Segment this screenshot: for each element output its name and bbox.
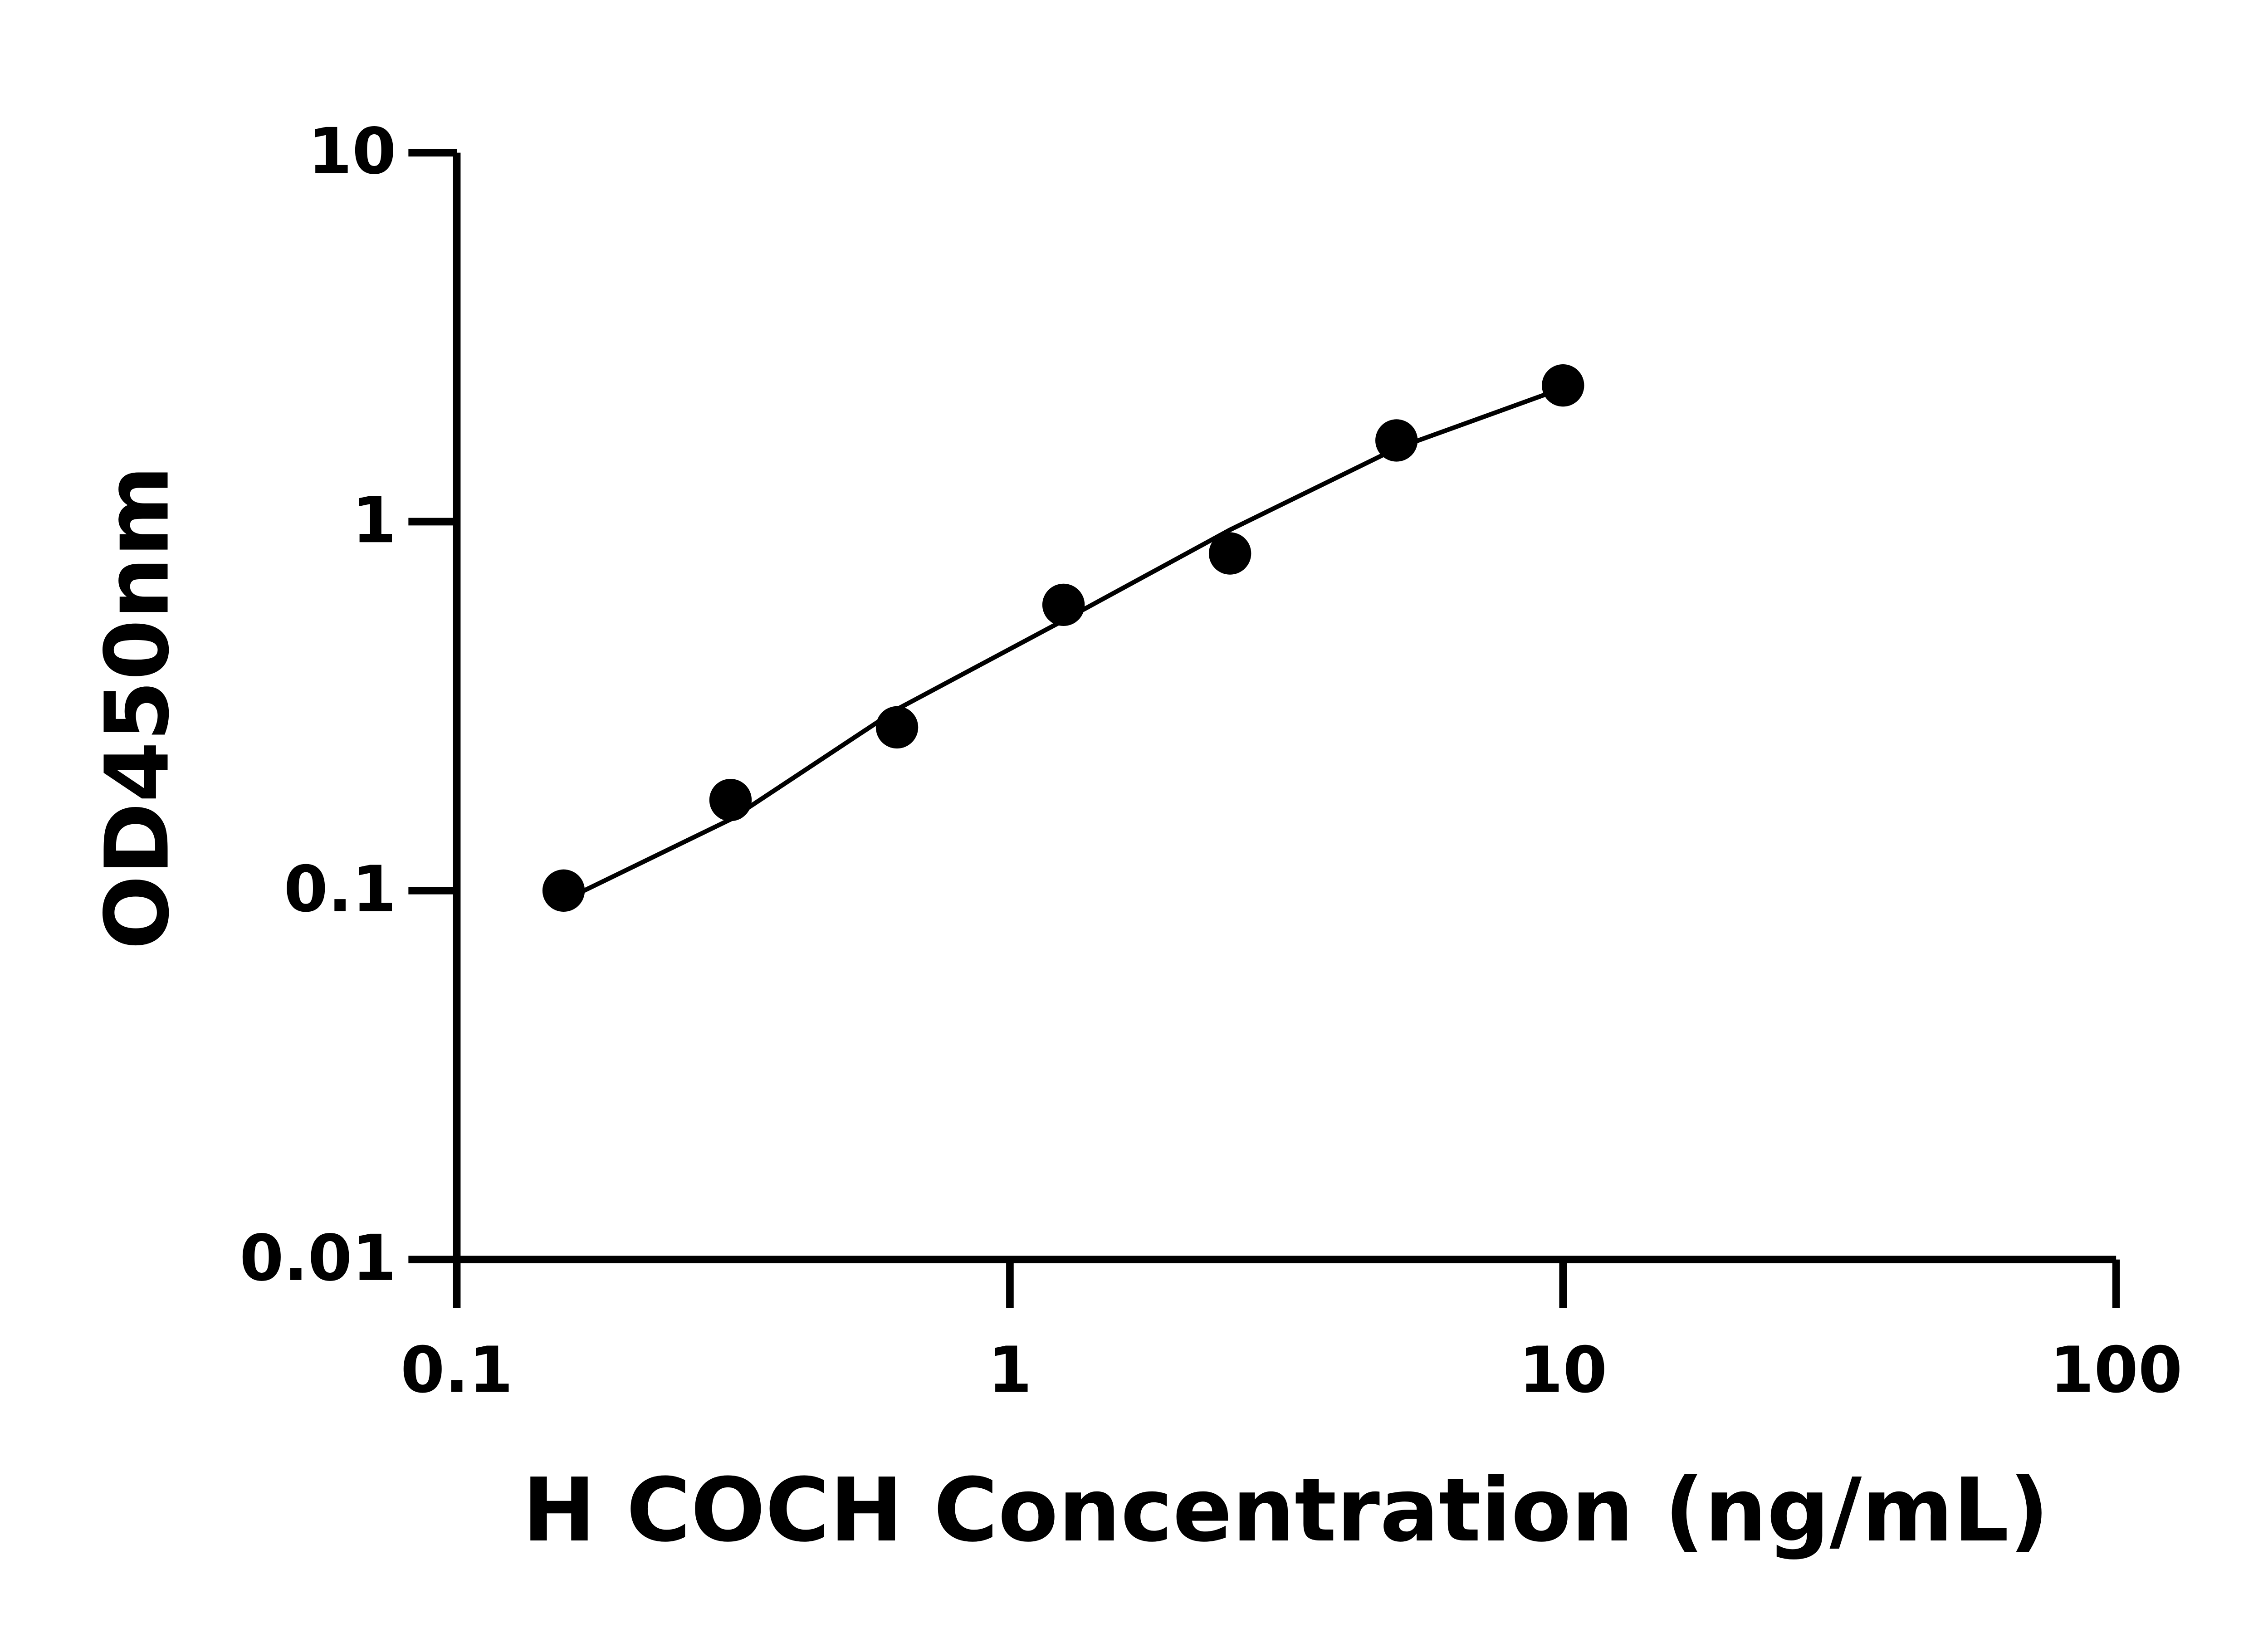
x-tick-label: 10 [1519,1334,1607,1408]
y-tick-label: 0.01 [240,1222,396,1296]
data-point [1042,583,1085,626]
data-point [875,706,919,749]
x-tick-label: 1 [988,1334,1032,1408]
y-tick-label: 1 [352,484,396,557]
x-tick-label: 0.1 [401,1334,513,1408]
x-axis-title: H COCH Concentration (ng/mL) [523,1459,2049,1561]
data-point [1208,532,1251,575]
data-point [1542,364,1584,407]
fit-curve [562,386,1564,903]
x-tick-label: 100 [2050,1334,2182,1408]
y-tick-label: 0.1 [284,853,396,927]
y-tick-label: 10 [308,115,396,189]
data-point [1375,419,1418,462]
y-axis-title: OD450nm [86,465,188,949]
data-point [542,869,585,912]
data-point [709,778,752,821]
